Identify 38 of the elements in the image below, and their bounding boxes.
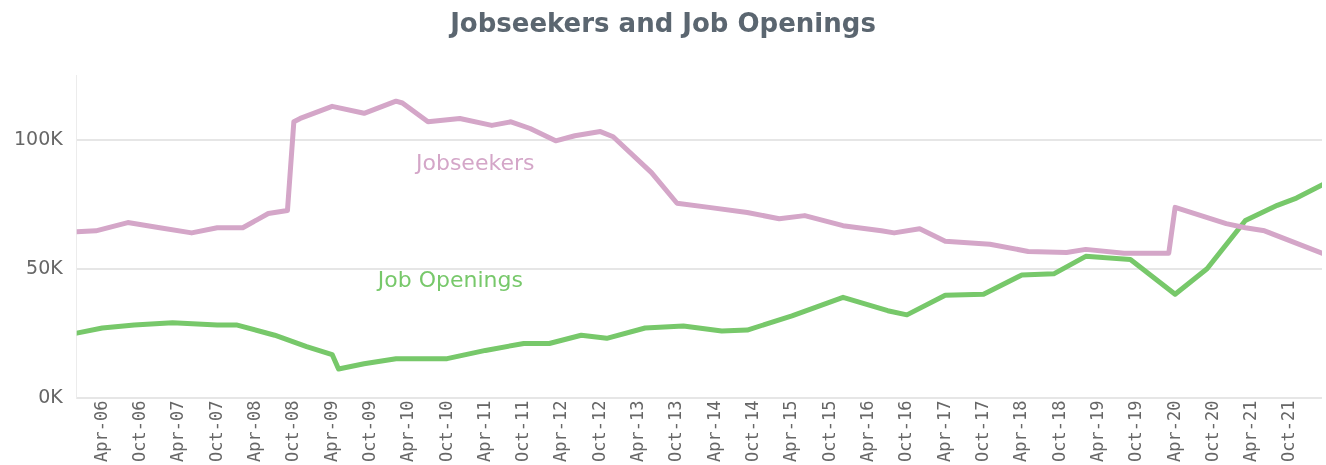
x-tick-label: Apr-17: [933, 400, 954, 463]
x-tick-label: Oct-21: [1278, 400, 1299, 463]
y-tick-label: 50K: [26, 255, 64, 278]
x-tick-label: Apr-21: [1240, 400, 1261, 463]
x-tick-label: Apr-18: [1010, 400, 1031, 463]
x-tick-label: Oct-06: [129, 400, 150, 463]
x-tick-label: Oct-10: [435, 400, 456, 463]
x-tick-label: Apr-11: [473, 400, 494, 463]
series-label: Jobseekers: [413, 149, 535, 175]
x-tick-label: Oct-12: [588, 400, 609, 463]
x-tick-label: Apr-19: [1086, 400, 1107, 463]
x-tick-label: Apr-20: [1163, 400, 1184, 463]
x-tick-label: Oct-16: [895, 400, 916, 463]
x-tick-label: Oct-18: [1048, 400, 1069, 463]
chart-title: Jobseekers and Job Openings: [447, 8, 877, 38]
x-tick-label: Oct-13: [665, 400, 686, 463]
text: Job Openings: [375, 266, 523, 292]
x-tick-label: Oct-19: [1125, 400, 1146, 463]
x-tick-label: Apr-10: [397, 400, 418, 463]
x-tick-label: Apr-07: [167, 400, 188, 463]
x-tick-label: Oct-07: [205, 400, 226, 463]
x-tick-label: Oct-14: [742, 400, 763, 463]
y-tick-label: 100K: [13, 126, 64, 149]
y-tick-label: 0K: [38, 384, 64, 407]
x-tick-label: Apr-14: [703, 400, 724, 463]
x-tick-label: Oct-15: [818, 400, 839, 463]
x-tick-label: Apr-08: [243, 400, 264, 463]
x-tick-label: Apr-15: [780, 400, 801, 463]
x-tick-label: Oct-20: [1201, 400, 1222, 463]
x-tick-label: Oct-11: [512, 400, 533, 463]
x-tick-label: Oct-17: [971, 400, 992, 463]
x-tick-label: Oct-08: [282, 400, 303, 463]
x-tick-label: Apr-13: [627, 400, 648, 463]
x-tick-label: Apr-16: [857, 400, 878, 463]
x-tick-label: Apr-12: [550, 400, 571, 463]
x-tick-label: Oct-09: [358, 400, 379, 463]
x-tick-label: Apr-06: [90, 400, 111, 463]
x-tick-label: Apr-09: [320, 400, 341, 463]
